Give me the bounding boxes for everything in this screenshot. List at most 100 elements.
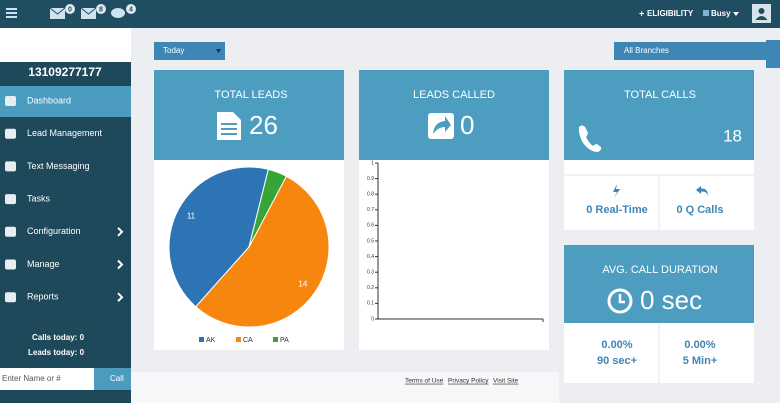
menu-icon (5, 226, 16, 237)
footer-link[interactable]: Privacy Policy (448, 378, 489, 385)
card-value: 0 sec (640, 285, 702, 315)
card-title: TOTAL LEADS (214, 89, 287, 101)
badge (126, 4, 136, 14)
badge-count: 0 (68, 6, 72, 13)
y-tick-label: 0.1 (367, 301, 374, 307)
y-tick-label: 0 (371, 316, 374, 322)
search-input[interactable] (0, 368, 94, 390)
phone-icon (578, 125, 602, 152)
status-dropdown[interactable]: Busy (711, 9, 731, 18)
badge (96, 4, 106, 14)
menu-icon (5, 292, 16, 303)
pie-slice (168, 166, 269, 308)
call-button[interactable] (94, 368, 131, 390)
pct-5: 0.00% (684, 339, 715, 351)
badge (65, 4, 75, 14)
label-90: 90 sec+ (597, 355, 637, 367)
card-title: TOTAL CALLS (624, 89, 696, 101)
legend-label: PA (280, 337, 289, 344)
menu-icon (5, 161, 16, 172)
clock-hands (618, 294, 625, 304)
leads-today: Leads today: 0 (28, 348, 85, 357)
footer-link[interactable]: Visit Site (493, 378, 519, 385)
clock-icon (607, 288, 633, 314)
avatar-body (755, 16, 768, 20)
pie-label: 14 (298, 280, 307, 289)
card-value: 26 (249, 110, 278, 140)
y-tick-label: 0.2 (367, 285, 374, 291)
phone-number: 13109277177 (28, 65, 102, 79)
pie-label: 11 (187, 211, 196, 220)
card-value: 18 (723, 126, 742, 145)
legend-swatch (236, 337, 241, 342)
chevron (117, 292, 124, 302)
legend-label: AK (206, 337, 216, 344)
caret (216, 49, 221, 53)
period-label: Today (163, 46, 184, 55)
footer (131, 372, 559, 403)
reply-icon (696, 186, 708, 196)
y-tick-label: 0.8 (367, 192, 374, 198)
y-tick-label: 0.3 (367, 270, 374, 276)
menu-icon (5, 96, 16, 106)
y-tick-label: 0.4 (367, 254, 374, 260)
y-tick-label: 0.6 (367, 223, 374, 229)
legend-swatch (273, 337, 278, 342)
plus-icon: + (639, 8, 644, 18)
y-tick-label: 0.9 (367, 176, 374, 182)
calls-today: Calls today: 0 (32, 333, 85, 342)
avatar-head (758, 8, 765, 14)
branch-label: All Branches (624, 46, 669, 55)
menu-item[interactable]: Lead Management (27, 128, 103, 138)
legend-swatch (199, 337, 204, 342)
mail-icon[interactable] (80, 7, 97, 19)
q-calls-count: 0 Q Calls (676, 204, 723, 216)
bolt-icon (613, 184, 620, 198)
document-lines (221, 123, 237, 135)
menu-icon (5, 128, 16, 139)
badge-count: 8 (99, 6, 103, 13)
menu-toggle[interactable] (6, 8, 17, 18)
call-button-label: Call (110, 374, 124, 383)
card-value: 0 (460, 110, 474, 140)
chevron (117, 259, 124, 270)
period-select[interactable] (154, 42, 225, 60)
card-title: LEADS CALLED (413, 89, 495, 101)
menu-icon (5, 194, 16, 205)
pie-slice (248, 168, 288, 248)
card-header (359, 70, 549, 160)
share-arrow (433, 116, 451, 134)
chevron (117, 227, 124, 237)
y-tick-label: 1 (371, 160, 374, 166)
card-title: AVG. CALL DURATION (602, 264, 717, 276)
chat-icon[interactable] (111, 8, 125, 18)
sidebar (0, 28, 131, 403)
side-tab[interactable] (766, 40, 780, 68)
badge-count: 4 (129, 6, 133, 13)
y-tick-label: 0.5 (367, 238, 374, 244)
menu: Dashboard Lead Management Text Messaging Ta… (5, 95, 124, 303)
card-header (154, 70, 344, 160)
legend-label: CA (243, 337, 253, 344)
mail-icon[interactable] (49, 7, 66, 19)
pie-chart: 11 14 AK CA PA (168, 166, 330, 344)
menu-item[interactable]: Manage (27, 259, 60, 269)
menu-item[interactable]: Tasks (27, 193, 51, 203)
menu-icon (5, 259, 16, 270)
eligibility-link[interactable]: ELIGIBILITY (647, 9, 694, 18)
caret (733, 12, 739, 16)
pct-90: 0.00% (601, 339, 632, 351)
card-header (564, 245, 754, 323)
branch-select[interactable] (614, 42, 766, 60)
menu-item[interactable]: Dashboard (27, 95, 71, 105)
menu-item[interactable]: Configuration (27, 226, 81, 236)
y-tick-label: 0.7 (367, 207, 374, 213)
footer-link[interactable]: Terms of Use (405, 378, 444, 385)
status-dot (703, 10, 709, 16)
logo-area (0, 28, 131, 62)
menu-item[interactable]: Text Messaging (27, 161, 90, 171)
menu-item[interactable]: Reports (27, 292, 59, 302)
search-placeholder: Enter Name or # (2, 374, 61, 383)
label-5: 5 Min+ (683, 355, 718, 367)
